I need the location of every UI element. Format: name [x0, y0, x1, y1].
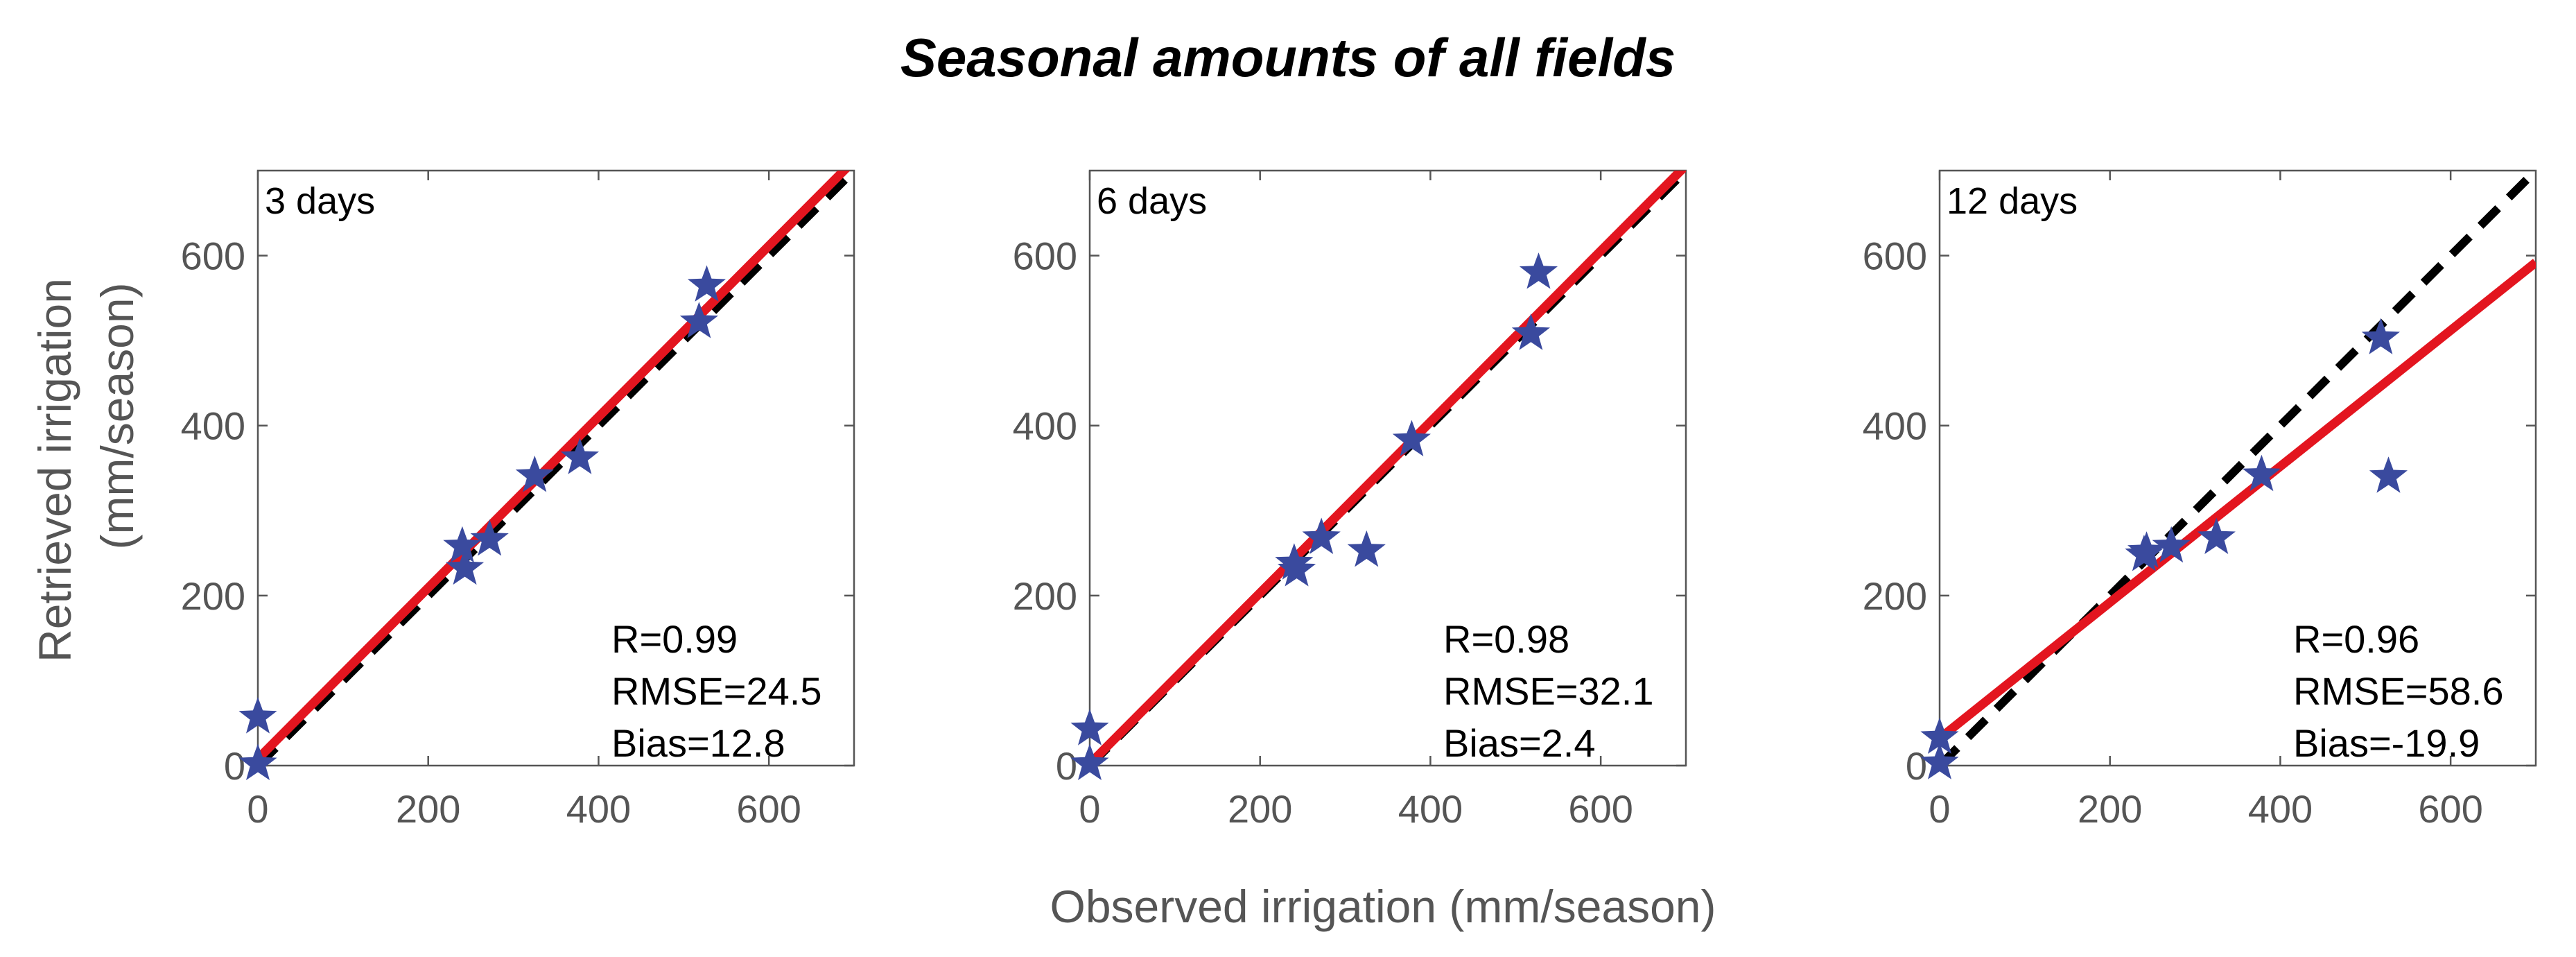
y-tick-label: 200	[181, 574, 245, 618]
stat-text: RMSE=24.5	[611, 669, 822, 713]
panels: 0 200 400 600 0 200 400 600 3 days R=0.99 RMSE=24.…	[181, 169, 2537, 831]
x-tick-label: 600	[2418, 787, 2482, 831]
axes-frame	[1938, 169, 2537, 767]
panel-3: 0 200 400 600 0 200 400 600 12 days R=0.96 RMSE=58…	[1863, 169, 2537, 831]
fit-line	[258, 171, 851, 762]
x-tick-label: 200	[1228, 787, 1292, 831]
x-tick-label: 0	[1929, 787, 1950, 831]
data-point	[1511, 313, 1550, 350]
y-tick-label: 0	[1056, 744, 1077, 788]
data-point	[446, 548, 485, 585]
data-point	[470, 519, 509, 556]
data-point	[679, 302, 718, 338]
data-point	[1278, 550, 1316, 587]
x-tick-label: 0	[1079, 787, 1100, 831]
data-point	[1347, 530, 1386, 567]
line-layer	[258, 171, 854, 766]
x-tick-label: 400	[2248, 787, 2313, 831]
data-point	[2197, 517, 2236, 554]
x-tick-label: 200	[2078, 787, 2142, 831]
data-point	[1070, 743, 1109, 780]
data-point	[1920, 743, 1959, 779]
y-tick-label: 400	[1863, 404, 1927, 448]
y-tick-label: 600	[1863, 234, 1927, 278]
y-tick-label: 600	[181, 234, 245, 278]
y-axis-label-line2: (mm/season)	[92, 282, 143, 549]
stat-text: R=0.99	[611, 617, 738, 661]
x-tick-label: 0	[247, 787, 268, 831]
axes-frame	[256, 169, 855, 767]
data-point	[1070, 709, 1109, 745]
data-point	[238, 697, 277, 734]
stat-text: RMSE=58.6	[2293, 669, 2504, 713]
data-point	[2242, 454, 2281, 492]
panel-label: 6 days	[1097, 180, 1207, 222]
x-tick-label: 200	[396, 787, 460, 831]
y-tick-label: 200	[1013, 574, 1077, 618]
y-axis-label-line1: Retrieved irrigation	[29, 278, 80, 662]
data-point	[1920, 717, 1959, 754]
data-point	[2361, 318, 2400, 354]
data-point	[1392, 420, 1431, 456]
axes-frame	[1088, 169, 1687, 767]
panel-label: 12 days	[1947, 180, 2078, 222]
data-point	[2152, 526, 2191, 563]
panel-1: 0 200 400 600 0 200 400 600 3 days R=0.99 RMSE=24.…	[181, 169, 855, 831]
data-point	[515, 456, 554, 492]
x-tick-label: 600	[1568, 787, 1633, 831]
x-tick-label: 400	[566, 787, 631, 831]
data-point	[238, 743, 277, 780]
x-axis-label: Observed irrigation (mm/season)	[1050, 881, 1716, 932]
stat-text: Bias=12.8	[611, 721, 785, 765]
line-layer	[1090, 171, 1686, 766]
data-point	[1302, 517, 1341, 554]
stat-text: Bias=2.4	[1443, 721, 1596, 765]
y-tick-label: 400	[1013, 404, 1077, 448]
x-tick-label: 600	[736, 787, 801, 831]
stat-text: RMSE=32.1	[1443, 669, 1654, 713]
data-point	[560, 438, 599, 474]
chart-title: Seasonal amounts of all fields	[900, 27, 1676, 88]
y-tick-label: 0	[224, 744, 245, 788]
fit-line	[1940, 259, 2536, 742]
data-point	[2127, 531, 2166, 568]
x-tick-label: 400	[1398, 787, 1463, 831]
stat-text: R=0.98	[1443, 617, 1569, 661]
one-to-one-line	[258, 171, 854, 766]
y-tick-label: 400	[181, 404, 245, 448]
panel-label: 3 days	[265, 180, 375, 222]
data-point	[443, 526, 482, 563]
y-tick-label: 0	[1906, 744, 1927, 788]
data-point	[1519, 252, 1558, 289]
line-layer	[1940, 171, 2536, 766]
stat-text: R=0.96	[2293, 617, 2419, 661]
one-to-one-line	[1940, 171, 2536, 766]
data-point	[687, 265, 726, 302]
fit-line	[1090, 171, 1686, 766]
panel-2: 0 200 400 600 0 200 400 600 6 days R=0.98 RMSE=32.…	[1013, 169, 1687, 831]
y-tick-label: 600	[1013, 234, 1077, 278]
stat-text: Bias=-19.9	[2293, 721, 2480, 765]
y-tick-label: 200	[1863, 574, 1927, 618]
data-point	[2369, 456, 2408, 493]
